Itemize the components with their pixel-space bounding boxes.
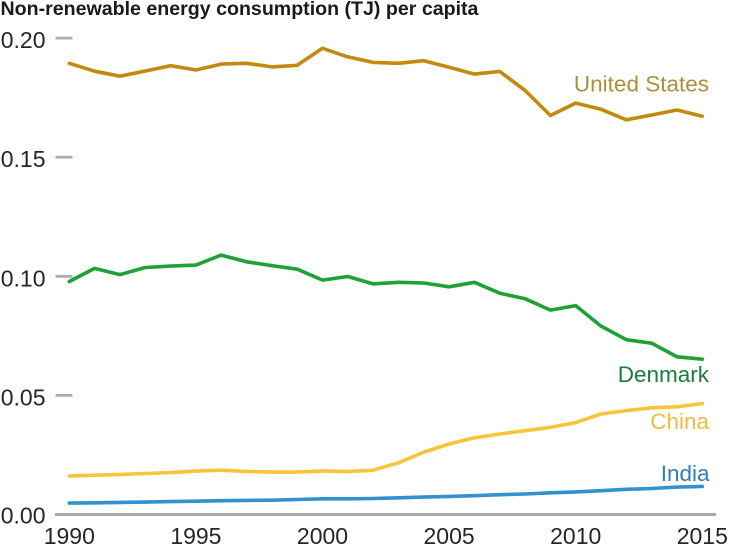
svg-text:India: India xyxy=(661,461,710,486)
svg-text:0.15: 0.15 xyxy=(1,146,46,172)
svg-text:2005: 2005 xyxy=(424,523,475,545)
svg-text:0.00: 0.00 xyxy=(1,503,46,529)
svg-text:1995: 1995 xyxy=(170,523,221,545)
svg-text:1990: 1990 xyxy=(44,523,95,545)
svg-text:0.20: 0.20 xyxy=(1,27,46,53)
svg-text:0.10: 0.10 xyxy=(1,265,46,291)
svg-text:China: China xyxy=(650,409,709,434)
svg-text:2000: 2000 xyxy=(297,523,348,545)
svg-text:2010: 2010 xyxy=(550,523,601,545)
svg-text:United States: United States xyxy=(574,71,709,96)
svg-text:0.05: 0.05 xyxy=(1,384,46,410)
svg-text:Non-renewable energy consumpti: Non-renewable energy consumption (TJ) pe… xyxy=(1,0,480,20)
svg-text:2015: 2015 xyxy=(677,523,728,545)
svg-text:Denmark: Denmark xyxy=(618,362,710,387)
